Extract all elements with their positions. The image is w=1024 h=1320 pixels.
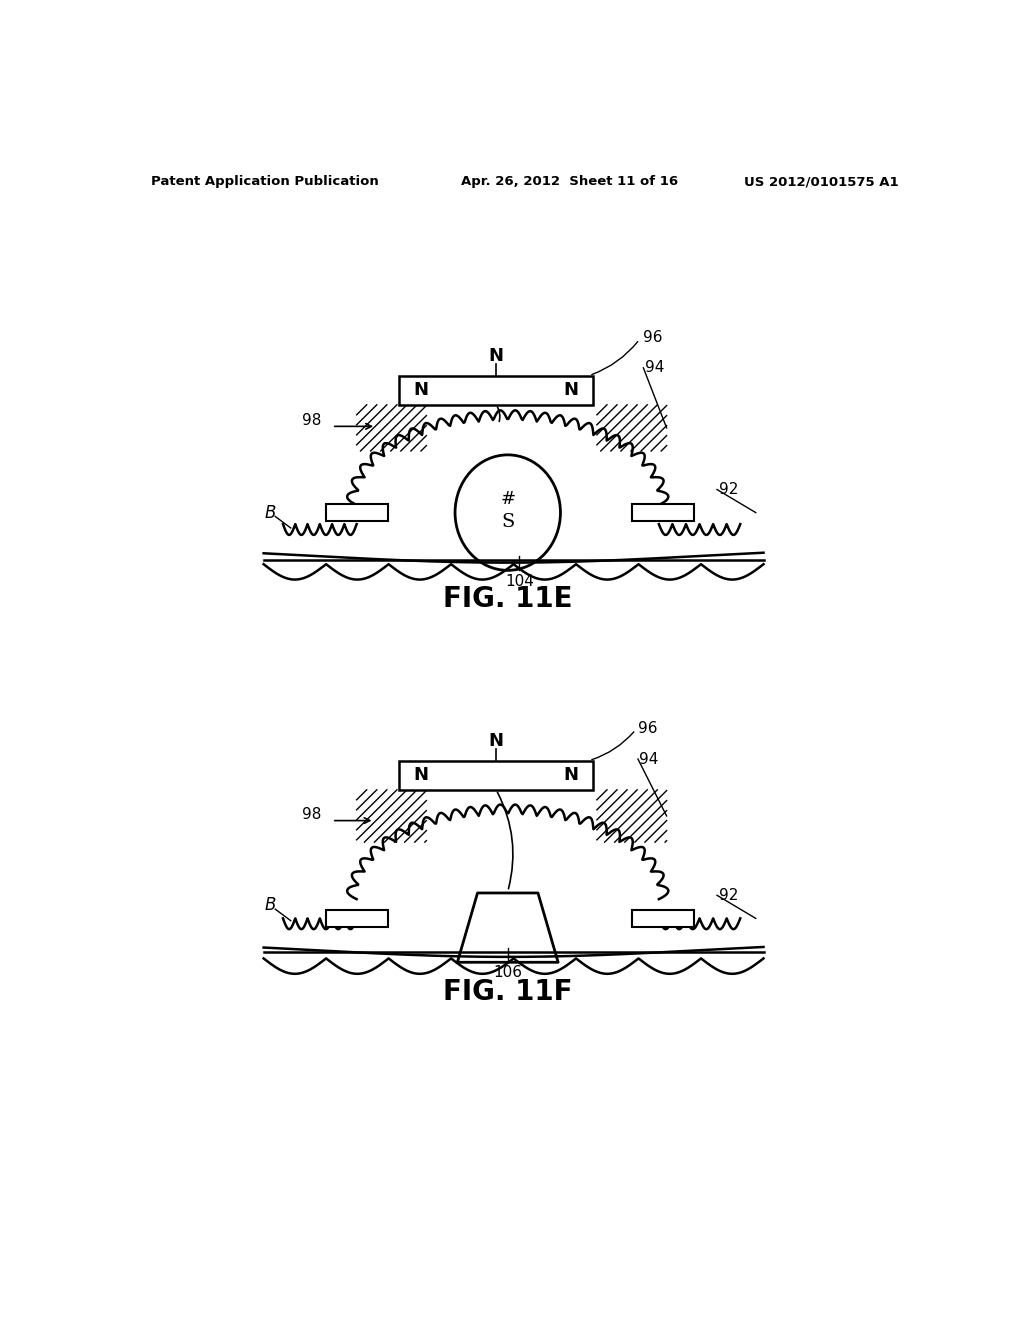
Text: S: S	[501, 513, 514, 531]
Text: N: N	[488, 733, 504, 750]
Text: B: B	[264, 504, 275, 521]
Text: 96: 96	[638, 721, 657, 735]
Text: N: N	[414, 381, 428, 399]
Bar	[326, 909, 388, 927]
Text: 96: 96	[643, 330, 663, 345]
Text: N: N	[414, 766, 428, 784]
Text: Apr. 26, 2012  Sheet 11 of 16: Apr. 26, 2012 Sheet 11 of 16	[461, 176, 678, 189]
Text: 92: 92	[719, 482, 738, 498]
Bar	[632, 504, 693, 521]
Text: 106: 106	[494, 965, 522, 981]
Text: 92: 92	[719, 888, 738, 903]
Text: B: B	[264, 896, 275, 915]
Text: FIG. 11F: FIG. 11F	[443, 978, 572, 1006]
Text: 98: 98	[302, 413, 322, 428]
Text: #: #	[500, 490, 515, 508]
Text: FIG. 11E: FIG. 11E	[443, 585, 572, 612]
Text: 94: 94	[645, 360, 665, 375]
Text: Patent Application Publication: Patent Application Publication	[152, 176, 379, 189]
Bar	[399, 760, 593, 789]
Text: 94: 94	[640, 751, 658, 767]
Bar	[632, 909, 693, 927]
Bar	[399, 376, 593, 405]
Text: 98: 98	[302, 807, 322, 822]
Bar	[326, 504, 388, 521]
Text: N: N	[564, 766, 579, 784]
Text: US 2012/0101575 A1: US 2012/0101575 A1	[743, 176, 898, 189]
Text: N: N	[564, 381, 579, 399]
Text: N: N	[488, 347, 504, 366]
Text: 104: 104	[505, 574, 534, 589]
